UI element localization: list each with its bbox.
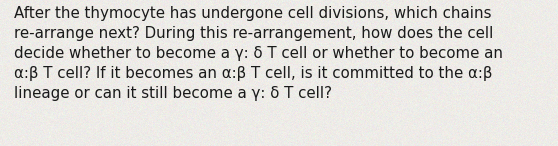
Text: After the thymocyte has undergone cell divisions, which chains
re-arrange next? : After the thymocyte has undergone cell d… [14,6,503,101]
